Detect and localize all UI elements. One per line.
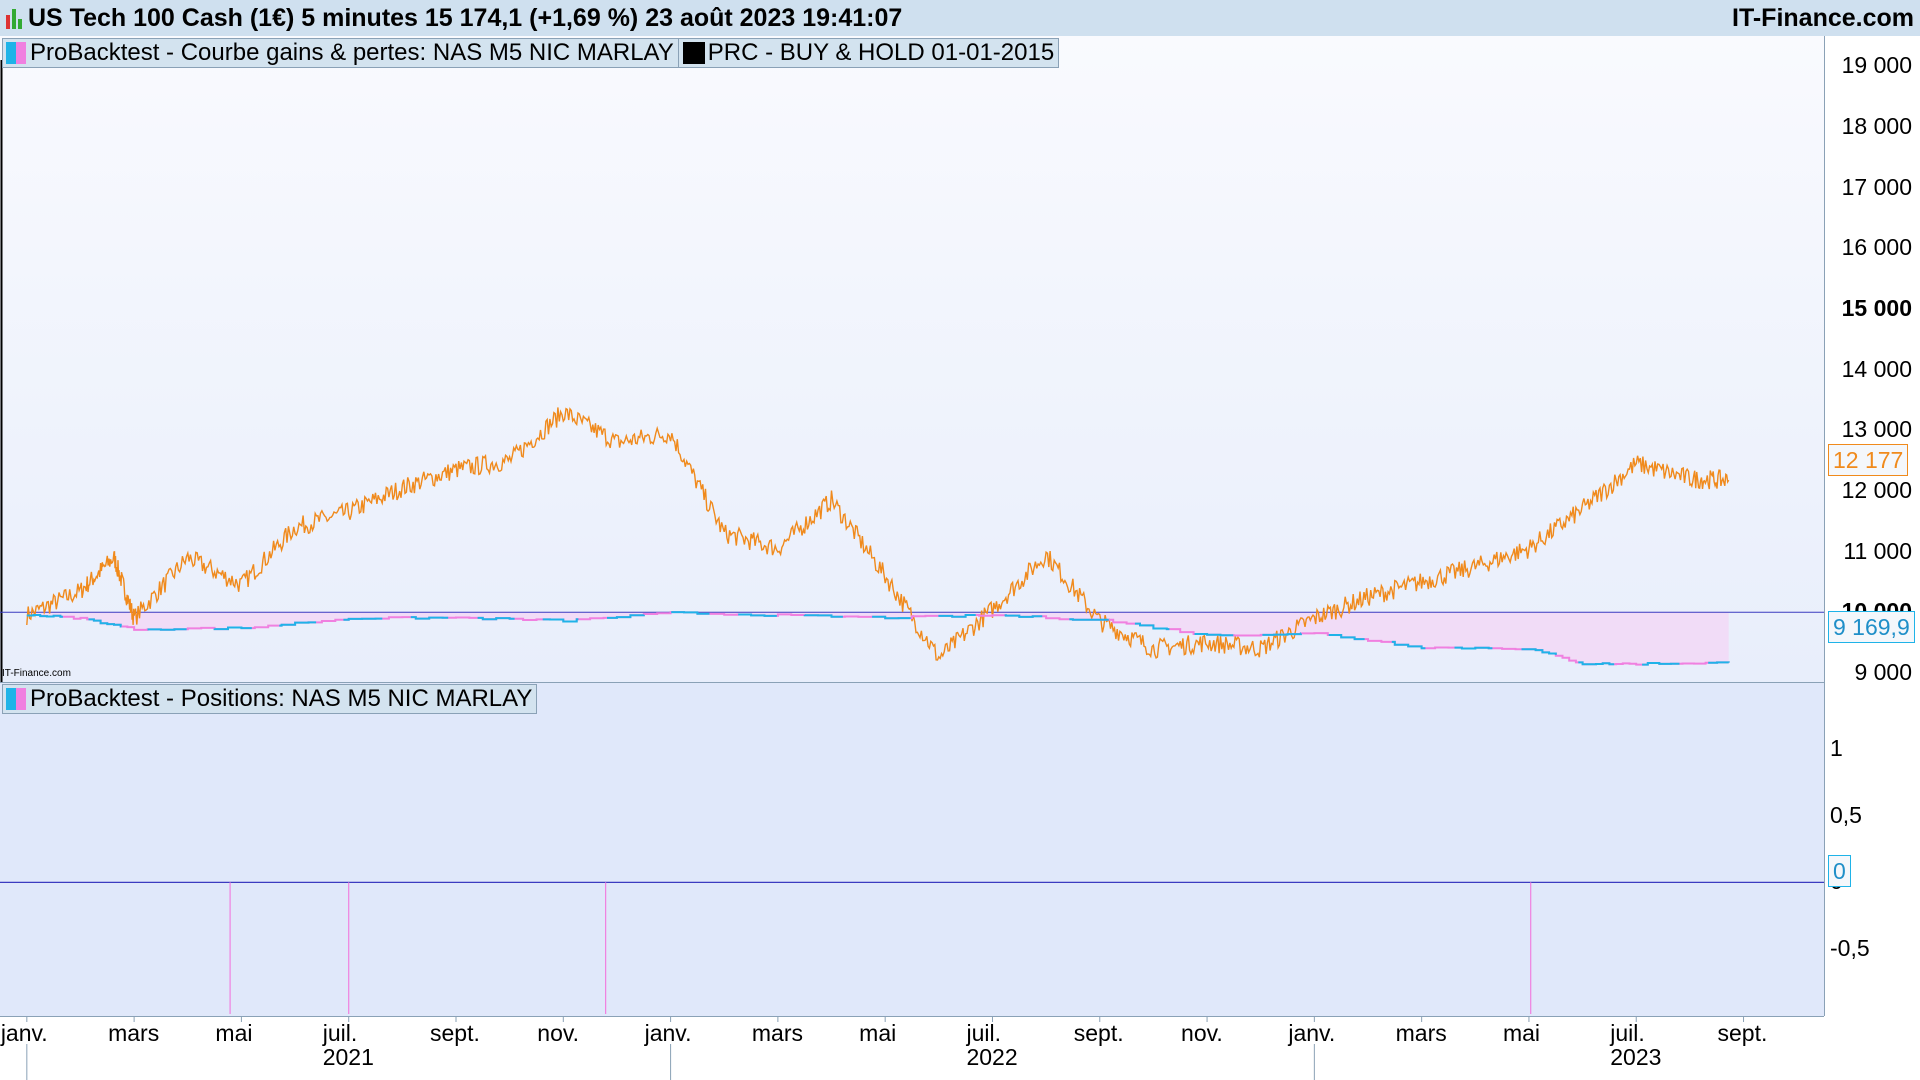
position-y-tick-label: -0,5 bbox=[1830, 935, 1870, 962]
x-month-label: janv. bbox=[0, 1020, 48, 1046]
x-month-label: juil. bbox=[1610, 1020, 1645, 1046]
x-month-label: mai bbox=[1502, 1020, 1540, 1046]
x-month-label: janv. bbox=[644, 1020, 692, 1046]
instrument-title: US Tech 100 Cash (1€) 5 minutes 15 174,1… bbox=[28, 4, 903, 32]
cyan-swatch bbox=[6, 42, 16, 64]
y-tick-label: 14 000 bbox=[1841, 355, 1912, 382]
brand-label[interactable]: IT-Finance.com bbox=[1732, 4, 1914, 32]
x-month-label: juil. bbox=[322, 1020, 358, 1046]
positions-legend[interactable]: ProBacktest - Positions: NAS M5 NIC MARL… bbox=[2, 684, 538, 714]
positions-legend-label: ProBacktest - Positions: NAS M5 NIC MARL… bbox=[30, 685, 533, 712]
x-year-label: 2022 bbox=[966, 1044, 1018, 1070]
price-last-box: 12 177 bbox=[1828, 444, 1909, 476]
y-tick-label: 9 000 bbox=[1854, 658, 1912, 685]
price-series-line bbox=[26, 407, 1730, 661]
equity-legend-label: ProBacktest - Courbe gains & pertes: NAS… bbox=[30, 39, 674, 66]
position-y-tick-label: 1 bbox=[1830, 734, 1843, 761]
price-panel-background bbox=[0, 36, 1824, 682]
x-month-label: juil. bbox=[966, 1020, 1001, 1046]
x-month-label: mars bbox=[108, 1020, 160, 1046]
y-tick-label: 19 000 bbox=[1841, 52, 1912, 79]
x-month-label: janv. bbox=[1288, 1020, 1336, 1046]
pink-swatch bbox=[16, 42, 26, 64]
bottom-axis-background bbox=[0, 1016, 1920, 1080]
positions-panel-background bbox=[0, 682, 1824, 1016]
equity-last-box: 9 169,9 bbox=[1828, 611, 1915, 643]
position-y-tick-label: 0,5 bbox=[1830, 801, 1862, 828]
equity-series-cyan bbox=[26, 611, 1730, 666]
y-tick-label: 17 000 bbox=[1841, 173, 1912, 200]
x-month-label: sept. bbox=[430, 1020, 480, 1046]
y-tick-label: 16 000 bbox=[1841, 234, 1912, 261]
y-tick-label: 18 000 bbox=[1841, 112, 1912, 139]
x-year-label: 2021 bbox=[322, 1044, 374, 1070]
x-month-label: sept. bbox=[1717, 1020, 1768, 1046]
cyan-swatch bbox=[6, 688, 16, 710]
x-month-label: mars bbox=[751, 1020, 803, 1046]
bh-legend-label: PRC - BUY & HOLD 01-01-2015 bbox=[707, 39, 1055, 66]
right-axis-background bbox=[1824, 36, 1920, 1016]
black-swatch bbox=[682, 42, 705, 64]
y-tick-label: 11 000 bbox=[1843, 537, 1912, 564]
x-month-label: mai bbox=[215, 1020, 253, 1046]
x-month-label: sept. bbox=[1073, 1020, 1124, 1046]
position-last-box: 0 bbox=[1828, 855, 1851, 887]
equity-drawdown-fill bbox=[26, 612, 1729, 664]
x-year-label: 2023 bbox=[1610, 1044, 1662, 1070]
x-month-label: nov. bbox=[537, 1020, 580, 1046]
pink-swatch bbox=[16, 688, 26, 710]
x-month-label: mars bbox=[1395, 1020, 1447, 1046]
candlestick-icon bbox=[6, 7, 22, 29]
chart-header: US Tech 100 Cash (1€) 5 minutes 15 174,1… bbox=[0, 0, 1920, 37]
chart-watermark: IT-Finance.com bbox=[2, 668, 71, 679]
y-tick-label: 12 000 bbox=[1841, 476, 1912, 503]
x-month-label: nov. bbox=[1181, 1020, 1223, 1046]
y-tick-label: 13 000 bbox=[1841, 416, 1912, 443]
equity-legend[interactable]: ProBacktest - Courbe gains & pertes: NAS… bbox=[2, 38, 1060, 68]
y-tick-label: 15 000 bbox=[1841, 294, 1912, 321]
x-month-label: mai bbox=[859, 1020, 897, 1046]
